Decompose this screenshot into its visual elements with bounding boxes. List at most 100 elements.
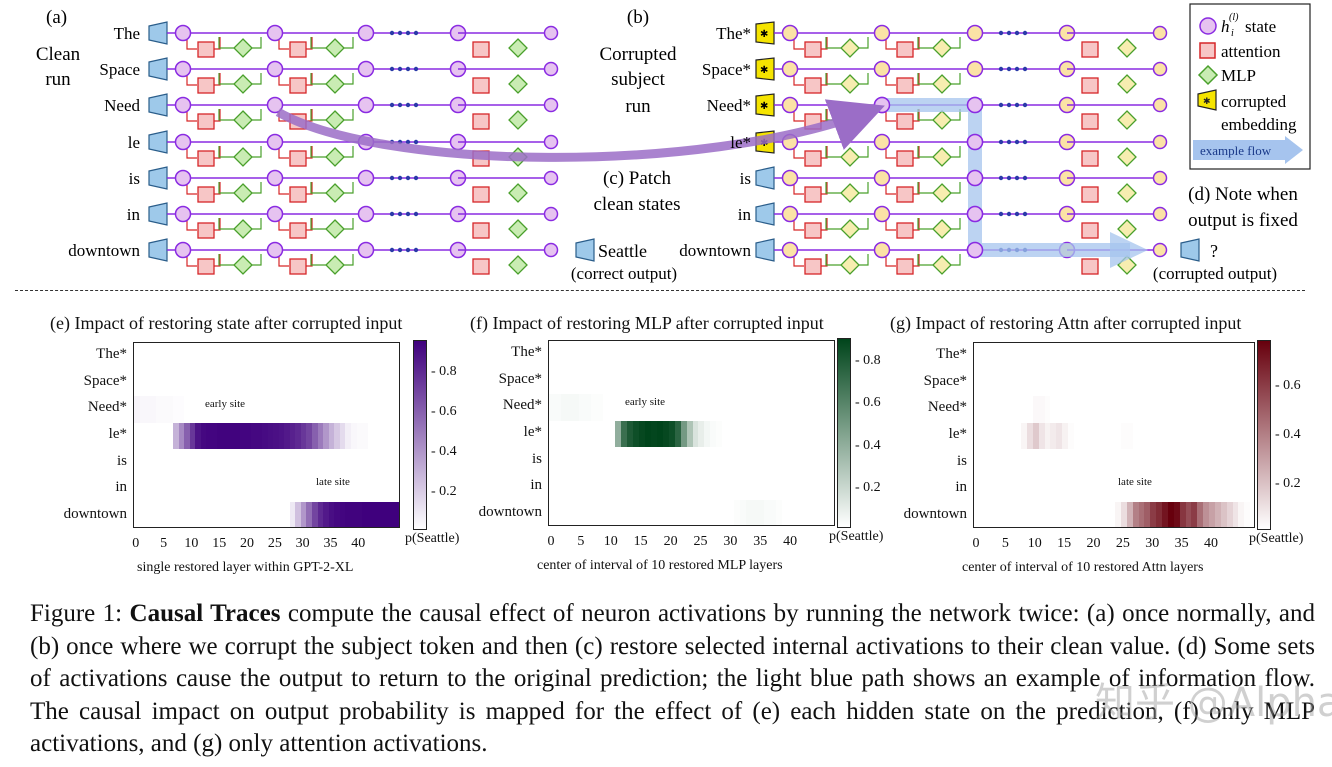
hidden-state-node — [781, 96, 799, 114]
heatmap-cell — [554, 394, 562, 422]
heatmap-cell — [752, 367, 759, 395]
attention-edge — [186, 182, 197, 195]
attention-edge — [278, 146, 289, 159]
heatmap-cell — [668, 394, 676, 422]
heatmap-cell — [156, 369, 163, 397]
heatmap-cell — [662, 367, 670, 395]
heatmap-cell — [245, 475, 252, 503]
heatmap-cell — [1115, 343, 1122, 371]
heatmap-cell — [184, 475, 191, 503]
heatmap-cell — [312, 502, 319, 527]
heatmap-cell — [614, 394, 622, 422]
heatmap-cell — [560, 420, 568, 448]
heatmap-cell — [339, 449, 346, 477]
heatmap-cell — [608, 341, 616, 369]
heatmap-cell — [206, 343, 213, 371]
attention-block — [197, 41, 215, 58]
heatmap-cell — [1097, 422, 1104, 450]
heatmap-cell — [228, 502, 235, 527]
heatmap-cell — [788, 394, 795, 422]
heatmap-cell — [1162, 396, 1169, 424]
heatmap-cell — [300, 502, 308, 527]
ellipsis-dot — [1022, 66, 1028, 72]
colorbar-tick: - 0.2 — [1275, 475, 1301, 491]
heatmap-cell — [608, 367, 616, 395]
heatmap-cell — [1103, 396, 1110, 424]
heatmap-cell — [728, 394, 735, 422]
heatmap-cell — [261, 422, 269, 450]
heatmap-cell — [178, 369, 185, 397]
attention-edge — [821, 218, 828, 231]
heatmap-cell — [985, 502, 993, 527]
mlp-edge — [917, 218, 933, 230]
corrupted-run-grid: ✱✱✱✱ — [755, 21, 1168, 275]
heatmap-cell — [740, 341, 747, 369]
mlp-block — [932, 38, 952, 58]
heatmap-cell — [323, 369, 330, 397]
heatmap-cell — [1250, 396, 1254, 424]
attention-edge — [821, 254, 828, 267]
heatmap-cell — [596, 394, 604, 422]
attention-block — [472, 41, 490, 58]
ellipsis-dot — [397, 102, 403, 108]
token-embedding — [755, 166, 775, 190]
heatmap-cell — [560, 394, 568, 422]
x-tick-label: 35 — [1174, 536, 1189, 551]
example-flow-path — [873, 96, 1148, 268]
heatmap-cell — [626, 367, 634, 395]
y-tick-label: le* — [108, 426, 127, 442]
corrupt-token-label: The* — [716, 24, 751, 43]
mlp-edge — [344, 218, 354, 230]
heatmap-cell — [189, 475, 196, 503]
heatmap-cell — [373, 396, 380, 424]
heatmap-cell — [806, 420, 813, 448]
heatmap-cell — [178, 396, 185, 424]
heatmap-cell — [1167, 502, 1175, 527]
heatmap-cell — [378, 449, 385, 477]
heatmap-cell — [1173, 422, 1181, 450]
heatmap-cell — [373, 422, 380, 450]
heatmap-cell — [1203, 343, 1210, 371]
heatmap-cell — [824, 420, 831, 448]
heatmap-cell — [195, 502, 202, 527]
mlp-edge — [310, 109, 326, 121]
heatmap-cell — [1197, 449, 1204, 477]
heatmap-cell — [178, 475, 185, 503]
heatmap-cell — [614, 341, 622, 369]
panel-a-label: Clean — [36, 44, 81, 65]
heatmap-cell — [560, 447, 568, 475]
heatmap-cell — [223, 502, 230, 527]
x-tick-label: 25 — [1115, 536, 1130, 551]
heatmap-cell — [584, 420, 592, 448]
heatmap-cell — [1103, 475, 1110, 503]
heatmap-cell — [710, 500, 718, 525]
heatmap-cell — [674, 500, 682, 525]
heatmap-cell — [395, 396, 399, 424]
y-tick-label: in — [955, 479, 967, 496]
mlp-block — [932, 219, 952, 239]
attention-block — [804, 150, 822, 167]
heatmap-cell — [1173, 502, 1181, 527]
heatmap-cell — [261, 502, 269, 527]
heatmap-cell — [1032, 475, 1040, 503]
heatmap-cell — [584, 394, 592, 422]
heatmap-cell — [686, 367, 694, 395]
heatmap-cell — [806, 447, 813, 475]
x-tick-label: 15 — [212, 536, 227, 551]
heatmap-cell — [1203, 449, 1210, 477]
heatmap-cell — [1191, 449, 1198, 477]
heatmap-cell — [178, 449, 185, 477]
heatmap-cell — [334, 475, 341, 503]
y-tick-label: Space* — [498, 370, 542, 387]
heatmap-cell — [1150, 422, 1157, 450]
ellipsis-dot — [1022, 175, 1028, 181]
mlp-block — [325, 255, 345, 275]
heatmap-cell — [578, 473, 586, 501]
heatmap-cell — [572, 500, 580, 525]
heatmap-cell — [206, 502, 213, 527]
heatmap-cell — [638, 341, 646, 369]
heatmap-area — [133, 342, 400, 528]
panel-d-label: (d) Note when — [1188, 184, 1298, 205]
patch-arrow — [275, 99, 885, 162]
hidden-state-node — [966, 24, 984, 42]
